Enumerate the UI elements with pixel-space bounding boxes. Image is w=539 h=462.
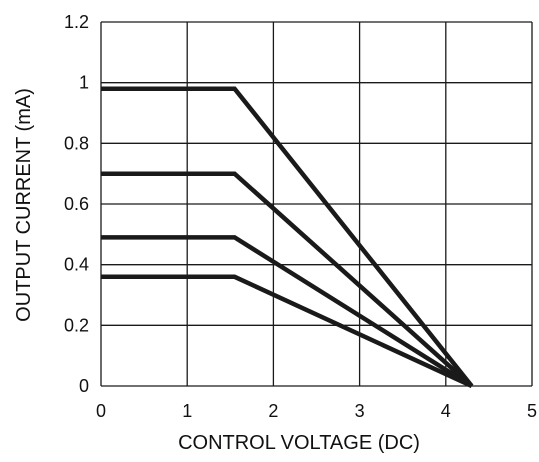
x-tick-label-3: 3 <box>355 401 365 421</box>
x-tick-label-1: 1 <box>182 401 192 421</box>
grid <box>100 21 533 387</box>
x-tick-label-0: 0 <box>96 401 106 421</box>
y-tick-label-6: 1.2 <box>64 12 89 32</box>
y-tick-label-5: 1 <box>79 73 89 93</box>
series-group <box>101 86 474 389</box>
series-line-1 <box>101 86 474 388</box>
x-tick-label-5: 5 <box>527 401 537 421</box>
y-tick-label-4: 0.8 <box>64 133 89 153</box>
series-line-3 <box>101 235 473 388</box>
y-tick-label-3: 0.6 <box>64 194 89 214</box>
x-axis-title: CONTROL VOLTAGE (DC) <box>178 432 420 454</box>
x-tick-label-4: 4 <box>441 401 451 421</box>
y-tick-labels: 0 0.2 0.4 0.6 0.8 1 1.2 <box>64 12 89 396</box>
y-axis-title: OUTPUT CURRENT (mA) <box>13 88 35 322</box>
series-line-4 <box>101 274 473 389</box>
y-tick-label-2: 0.4 <box>64 255 89 275</box>
y-tick-label-0: 0 <box>79 376 89 396</box>
series-line-2 <box>101 171 474 388</box>
x-tick-labels: 0 1 2 3 4 5 <box>96 401 537 421</box>
y-tick-label-1: 0.2 <box>64 315 89 335</box>
x-tick-label-2: 2 <box>268 401 278 421</box>
